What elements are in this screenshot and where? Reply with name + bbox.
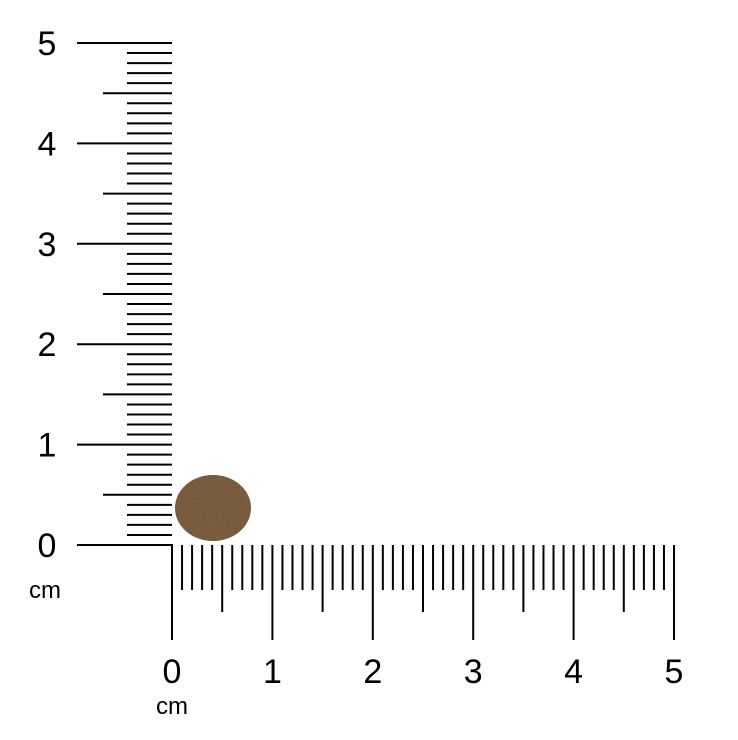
horizontal-tick-label: 1 xyxy=(263,653,282,691)
vertical-tick-label: 4 xyxy=(38,125,57,163)
horizontal-tick-label: 0 xyxy=(163,653,182,691)
vertical-tick-label: 3 xyxy=(38,226,57,264)
vertical-tick-label: 5 xyxy=(38,25,57,63)
horizontal-unit-label: cm xyxy=(156,693,188,720)
horizontal-tick-label: 5 xyxy=(665,653,684,691)
vertical-unit-label: cm xyxy=(29,577,61,604)
horizontal-tick-label: 2 xyxy=(363,653,382,691)
horizontal-ruler: 0 1 2 3 4 5 xyxy=(163,544,684,691)
vertical-ruler: 0 1 2 3 4 5 xyxy=(38,25,172,565)
vertical-tick-label: 1 xyxy=(38,427,57,465)
horizontal-tick-label: 3 xyxy=(464,653,483,691)
horizontal-tick-label: 4 xyxy=(564,653,583,691)
vertical-tick-label: 0 xyxy=(38,527,57,565)
kibble xyxy=(175,475,251,541)
vertical-tick-label: 2 xyxy=(38,326,57,364)
